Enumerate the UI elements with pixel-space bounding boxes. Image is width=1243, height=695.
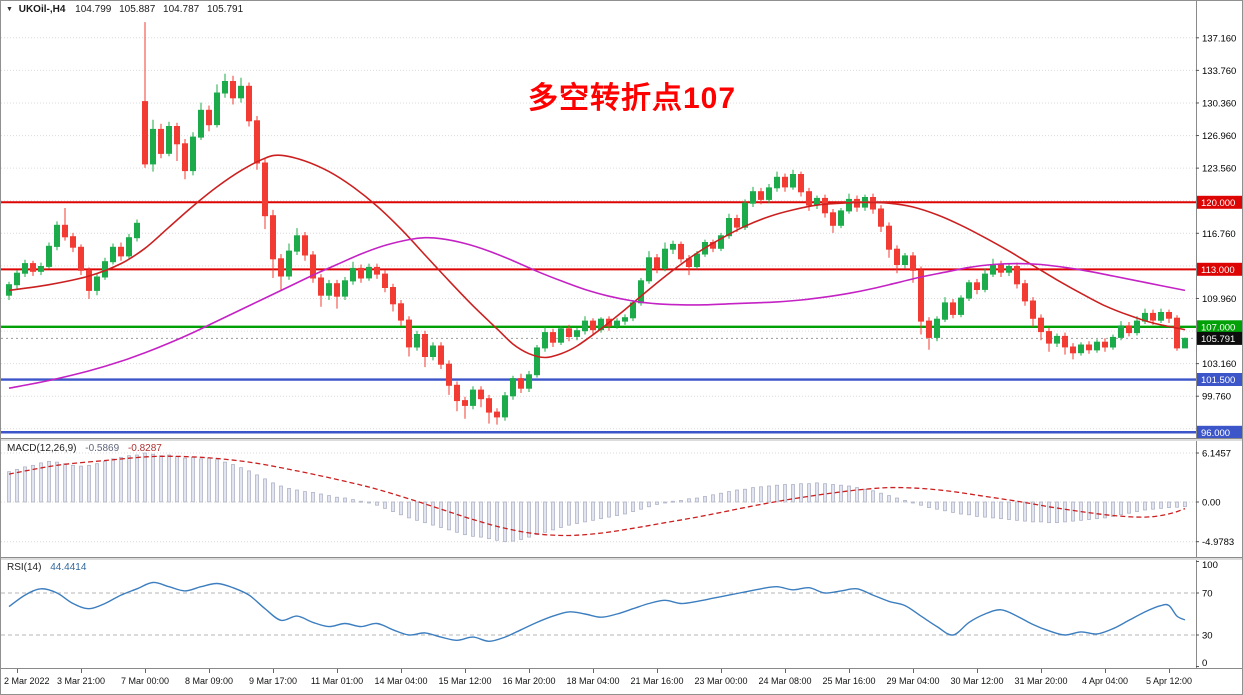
macd-histogram <box>7 452 1187 543</box>
macd-label: MACD(12,26,9) -0.5869 -0.8287 <box>7 443 168 454</box>
svg-text:30: 30 <box>1202 631 1213 642</box>
svg-text:0: 0 <box>1202 658 1207 668</box>
time-label: 14 Mar 04:00 <box>374 676 428 686</box>
time-tick <box>913 669 914 673</box>
svg-text:103.160: 103.160 <box>1202 359 1236 370</box>
rsi-line <box>8 581 1186 643</box>
panel-splitter-rsi[interactable] <box>1 557 1242 560</box>
rsi-axis[interactable]: 100 70 30 0 <box>1196 560 1243 668</box>
price-axis[interactable]: 137.160 133.760 130.360 126.960 123.560 116.7… <box>1196 1 1243 438</box>
time-tick <box>81 669 82 673</box>
svg-text:99.760: 99.760 <box>1202 392 1231 403</box>
time-tick <box>273 669 274 673</box>
svg-text:0.00: 0.00 <box>1202 498 1221 509</box>
time-label: 18 Mar 04:00 <box>566 676 620 686</box>
time-label: 30 Mar 12:00 <box>950 676 1004 686</box>
macd-signal-line <box>8 455 1186 537</box>
ohlc-high: 105.887 <box>119 4 156 15</box>
macd-value-main: -0.5869 <box>85 443 120 454</box>
svg-text:107.000: 107.000 <box>1201 322 1235 333</box>
svg-text:105.791: 105.791 <box>1201 334 1235 345</box>
rsi-chart[interactable]: 100 70 30 0 <box>1 560 1243 668</box>
svg-text:109.960: 109.960 <box>1202 294 1236 305</box>
ohlc-open: 104.799 <box>75 4 112 15</box>
time-label: 25 Mar 16:00 <box>822 676 876 686</box>
time-tick <box>849 669 850 673</box>
macd-chart[interactable]: 6.1457 0.00 -4.9783 <box>1 441 1243 557</box>
ohlc-close: 105.791 <box>206 4 244 15</box>
time-tick <box>785 669 786 673</box>
macd-value-signal: -0.8287 <box>127 443 162 454</box>
svg-text:123.560: 123.560 <box>1202 164 1236 175</box>
time-label: 8 Mar 09:00 <box>184 676 234 686</box>
time-tick <box>465 669 466 673</box>
time-label: 23 Mar 00:00 <box>694 676 748 686</box>
time-label: 15 Mar 12:00 <box>438 676 492 686</box>
horizontal-levels <box>1 201 1196 434</box>
svg-text:-4.9783: -4.9783 <box>1202 537 1234 548</box>
time-tick <box>721 669 722 673</box>
svg-text:133.760: 133.760 <box>1202 66 1236 77</box>
time-tick <box>1041 669 1042 673</box>
chart-annotation-text: 多空转折点107 <box>528 82 737 115</box>
time-tick <box>337 669 338 673</box>
svg-text:96.000: 96.000 <box>1201 428 1230 438</box>
panel-splitter-macd[interactable] <box>1 438 1242 441</box>
time-label: 21 Mar 16:00 <box>630 676 684 686</box>
time-tick <box>17 669 18 673</box>
svg-text:70: 70 <box>1202 589 1213 600</box>
time-tick <box>593 669 594 673</box>
macd-axis[interactable]: 6.1457 0.00 -4.9783 <box>1196 441 1243 557</box>
macd-name: MACD(12,26,9) <box>7 443 77 454</box>
time-label: 31 Mar 20:00 <box>1014 676 1068 686</box>
time-axis[interactable]: 2 Mar 2022 3 Mar 21:00 7 Mar 00:00 8 Mar 09… <box>1 668 1242 694</box>
time-label: 3 Mar 21:00 <box>56 676 106 686</box>
svg-text:100: 100 <box>1202 560 1218 571</box>
time-label: 7 Mar 00:00 <box>120 676 170 686</box>
time-label: 29 Mar 04:00 <box>886 676 940 686</box>
time-tick <box>529 669 530 673</box>
time-tick <box>657 669 658 673</box>
svg-text:116.760: 116.760 <box>1202 229 1236 240</box>
ohlc-low: 104.787 <box>163 4 200 15</box>
time-tick <box>977 669 978 673</box>
time-label: 16 Mar 20:00 <box>502 676 556 686</box>
candles-layer <box>6 22 1188 425</box>
time-tick <box>209 669 210 673</box>
time-tick <box>1105 669 1106 673</box>
symbol-marker-icon: ▼ <box>6 6 13 13</box>
svg-text:120.000: 120.000 <box>1201 198 1235 209</box>
svg-text:130.360: 130.360 <box>1202 99 1236 110</box>
rsi-name: RSI(14) <box>7 562 42 573</box>
time-label: 24 Mar 08:00 <box>758 676 812 686</box>
time-label: 5 Apr 12:00 <box>1145 676 1193 686</box>
svg-text:137.160: 137.160 <box>1202 33 1236 44</box>
price-chart[interactable]: 137.160 133.760 130.360 126.960 123.560 116.7… <box>1 1 1243 438</box>
svg-text:113.000: 113.000 <box>1201 265 1235 276</box>
time-label: 9 Mar 17:00 <box>248 676 298 686</box>
rsi-levels <box>1 592 1196 636</box>
time-tick <box>401 669 402 673</box>
svg-text:101.500: 101.500 <box>1201 375 1235 386</box>
time-tick <box>1169 669 1170 673</box>
chart-title: ▼ UKOil-,H4 104.799 105.887 104.787 105.… <box>6 4 248 15</box>
macd-grid <box>1 452 1196 543</box>
rsi-label: RSI(14) 44.4414 <box>7 562 92 573</box>
svg-text:126.960: 126.960 <box>1202 131 1236 142</box>
moving-averages <box>8 154 1186 389</box>
rsi-value: 44.4414 <box>50 562 87 573</box>
symbol-timeframe-label: UKOil-,H4 <box>18 4 66 15</box>
time-label: 2 Mar 2022 <box>4 676 50 686</box>
time-label: 4 Apr 04:00 <box>1081 676 1129 686</box>
svg-text:6.1457: 6.1457 <box>1202 449 1231 460</box>
time-tick <box>145 669 146 673</box>
time-label: 11 Mar 01:00 <box>310 676 364 686</box>
